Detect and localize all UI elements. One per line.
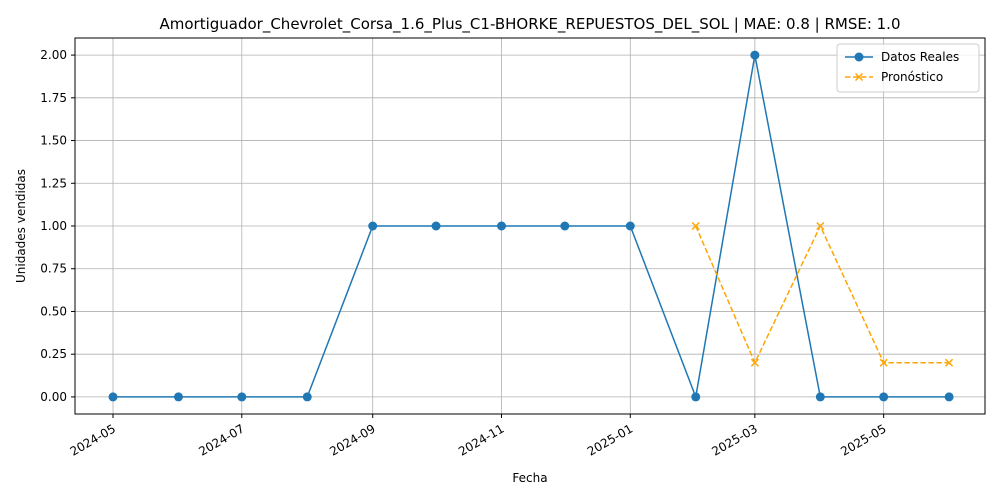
grid (75, 38, 985, 414)
series-line-pronostico (695, 224, 950, 365)
data-point-pronostico-stroke (816, 221, 825, 231)
x-axis-label: Fecha (512, 471, 547, 485)
series-line-datos-reales (113, 54, 950, 400)
data-point-datos-reales (750, 50, 760, 60)
data-point-datos-reales (879, 392, 889, 402)
data-point-datos-reales (237, 392, 247, 402)
y-tick-label: 1.50 (40, 134, 67, 148)
plot-frame (74, 37, 986, 415)
data-point-pronostico-stroke (879, 358, 888, 367)
data-point-datos-reales (108, 392, 118, 402)
y-axis-label: Unidades vendidas (14, 169, 28, 283)
y-tick-label: 0.50 (40, 304, 67, 318)
x-tick-label: 2025-05 (838, 422, 888, 459)
y-tick-label: 1.25 (40, 176, 67, 190)
data-point-datos-reales (368, 221, 378, 231)
data-point-pronostico-stroke (750, 358, 759, 367)
data-point-datos-reales (944, 392, 954, 402)
data-point-pronostico-stroke (691, 221, 700, 231)
data-point-pronostico (879, 358, 888, 367)
data-point-datos-reales (496, 221, 506, 231)
data-point-pronostico (750, 358, 759, 367)
x-tick-label: 2024-09 (327, 422, 377, 459)
legend-marker-pronostico (854, 72, 864, 82)
x-tick-label: 2024-05 (68, 422, 118, 459)
x-tick-label: 2025-03 (709, 422, 759, 459)
y-tick-label: 0.00 (40, 390, 67, 404)
data-point-datos-reales (173, 392, 183, 402)
data-point-pronostico (691, 221, 700, 231)
data-point-datos-reales (625, 221, 635, 231)
legend-box (836, 43, 980, 93)
y-tick-label: 1.00 (40, 219, 67, 233)
legend-label-pronostico: Pronóstico (881, 70, 943, 84)
x-tick-label: 2024-11 (456, 422, 506, 459)
data-point-pronostico (945, 358, 954, 367)
y-tick-label: 2.00 (40, 48, 67, 62)
y-tick-label: 0.25 (40, 347, 67, 361)
data-point-datos-reales (691, 392, 701, 402)
data-point-datos-reales (431, 221, 441, 231)
series-layer (108, 50, 954, 402)
data-point-pronostico-stroke (945, 358, 954, 367)
data-point-datos-reales (560, 221, 570, 231)
legend-marker-datos-reales (854, 52, 864, 62)
chart-title: Amortiguador_Chevrolet_Corsa_1.6_Plus_C1… (159, 15, 900, 34)
data-point-pronostico (816, 221, 825, 231)
legend: Datos Reales Pronóstico (836, 43, 980, 93)
y-tick-label: 0.75 (40, 262, 67, 276)
y-tick-label: 1.75 (40, 91, 67, 105)
data-point-datos-reales (815, 392, 825, 402)
x-tick-label: 2025-01 (585, 422, 635, 459)
data-point-datos-reales (302, 392, 312, 402)
legend-label-datos-reales: Datos Reales (881, 50, 959, 64)
x-tick-label: 2024-07 (196, 422, 246, 459)
legend-marker-pronostico-stroke (854, 72, 864, 82)
